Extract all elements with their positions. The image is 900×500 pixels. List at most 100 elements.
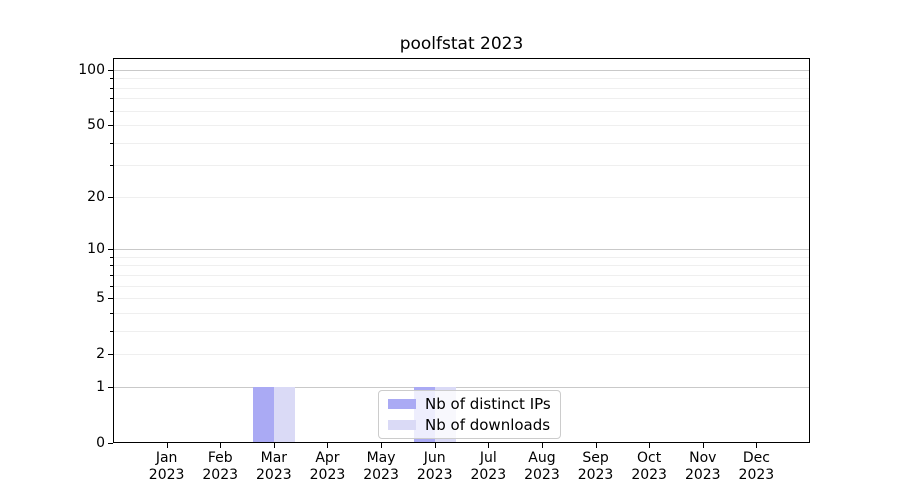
y-tick-label: 100 — [78, 62, 105, 78]
y-minor-tick-mark — [110, 312, 113, 314]
y-tick-mark — [108, 196, 113, 198]
y-minor-tick-mark — [110, 256, 113, 258]
x-tick-mark — [541, 443, 543, 448]
x-tick-label-line: 2023 — [148, 467, 185, 483]
y-minor-tick-mark — [110, 265, 113, 267]
x-tick-label-line: 2023 — [631, 467, 667, 483]
sub-gridline — [113, 354, 810, 356]
sub-gridline — [113, 125, 810, 127]
x-tick-mark — [702, 443, 704, 448]
y-tick-mark — [108, 443, 113, 444]
x-tick-label-line: 2023 — [524, 467, 560, 483]
y-tick-label: 0 — [96, 435, 105, 451]
y-tick-label: 2 — [96, 346, 105, 363]
y-minor-tick-mark — [110, 165, 113, 167]
legend: Nb of distinct IPs Nb of downloads — [378, 390, 561, 439]
y-minor-tick-mark — [110, 110, 113, 112]
y-tick-mark — [108, 386, 113, 388]
x-tick-mark — [595, 443, 597, 448]
x-tick-mark — [381, 443, 383, 448]
x-tick-label-line: Apr — [315, 450, 340, 466]
y-tick-label: 5 — [96, 290, 105, 307]
x-tick-label-line: 2023 — [470, 467, 507, 483]
sub-gridline — [113, 285, 810, 287]
x-tick-label-line: Jan — [155, 450, 178, 466]
x-tick-mark — [756, 443, 758, 448]
x-tick-label-line: Oct — [637, 450, 662, 466]
x-tick-label-line: Nov — [689, 450, 717, 466]
sub-gridline — [113, 256, 810, 258]
x-tick-label: Jun 2023 — [400, 450, 470, 484]
y-tick-mark — [108, 354, 113, 356]
sub-gridline — [113, 142, 810, 144]
x-tick-label-line: Dec — [742, 450, 770, 466]
x-tick-label-line: Feb — [207, 450, 233, 466]
x-tick-label-line: Jun — [423, 450, 446, 466]
x-tick-label-line: 2023 — [309, 467, 346, 483]
x-tick-label: Nov 2023 — [668, 450, 738, 484]
x-tick-label: Dec 2023 — [721, 450, 791, 484]
x-tick-label: Apr 2023 — [292, 450, 362, 484]
bar-nb-of-distinct-ips — [252, 386, 274, 443]
y-tick-mark — [108, 70, 113, 71]
legend-item: Nb of downloads — [388, 416, 551, 434]
sub-gridline — [113, 98, 810, 100]
sub-gridline — [113, 87, 810, 89]
y-minor-tick-mark — [110, 98, 113, 100]
x-tick-label-line: Aug — [528, 450, 556, 466]
sub-gridline — [113, 165, 810, 167]
x-tick-label: Jan 2023 — [132, 450, 202, 484]
y-tick-label: 1 — [96, 378, 105, 395]
x-tick-mark — [488, 443, 490, 448]
x-tick-label: May 2023 — [346, 450, 416, 484]
legend-item: Nb of distinct IPs — [388, 395, 551, 413]
x-tick-label: Sep 2023 — [561, 450, 631, 484]
sub-gridline — [113, 196, 810, 198]
x-tick-mark — [166, 443, 168, 448]
y-minor-tick-mark — [110, 274, 113, 276]
legend-label: Nb of distinct IPs — [425, 395, 551, 413]
y-minor-tick-mark — [110, 330, 113, 332]
x-tick-label: Oct 2023 — [614, 450, 684, 484]
x-tick-label-line: Mar — [260, 450, 288, 466]
x-tick-label: Jul 2023 — [453, 450, 523, 484]
bar-nb-of-downloads — [273, 386, 295, 443]
y-tick-mark — [108, 249, 113, 251]
y-tick-mark — [108, 125, 113, 127]
x-tick-mark — [220, 443, 222, 448]
x-tick-mark — [273, 443, 275, 448]
sub-gridline — [113, 298, 810, 300]
y-minor-tick-mark — [110, 142, 113, 144]
x-tick-label-line: 2023 — [416, 467, 453, 483]
y-minor-tick-mark — [110, 78, 113, 80]
x-tick-label-line: Jul — [479, 450, 497, 466]
x-tick-label: Feb 2023 — [185, 450, 255, 484]
x-tick-mark — [434, 443, 436, 448]
y-tick-label: 10 — [87, 241, 105, 258]
sub-gridline — [113, 312, 810, 314]
legend-label: Nb of downloads — [425, 416, 551, 434]
y-tick-label: 20 — [87, 188, 105, 205]
x-tick-label-line: Sep — [582, 450, 609, 466]
x-tick-label: Aug 2023 — [507, 450, 577, 484]
decade-gridline — [113, 70, 810, 71]
x-tick-label: Mar 2023 — [239, 450, 309, 484]
sub-gridline — [113, 265, 810, 267]
x-tick-label-line: 2023 — [256, 467, 292, 483]
x-tick-mark — [649, 443, 651, 448]
sub-gridline — [113, 330, 810, 332]
x-tick-mark — [327, 443, 329, 448]
x-tick-label-line: 2023 — [738, 467, 775, 483]
sub-gridline — [113, 274, 810, 276]
legend-swatch-icon — [388, 420, 416, 430]
sub-gridline — [113, 78, 810, 80]
x-tick-label-line: 2023 — [363, 467, 399, 483]
legend-swatch-icon — [388, 399, 416, 409]
y-tick-mark — [108, 298, 113, 300]
x-tick-label-line: 2023 — [577, 467, 614, 483]
x-tick-label-line: May — [366, 450, 396, 466]
sub-gridline — [113, 110, 810, 112]
y-minor-tick-mark — [110, 285, 113, 287]
x-tick-label-line: 2023 — [202, 467, 239, 483]
